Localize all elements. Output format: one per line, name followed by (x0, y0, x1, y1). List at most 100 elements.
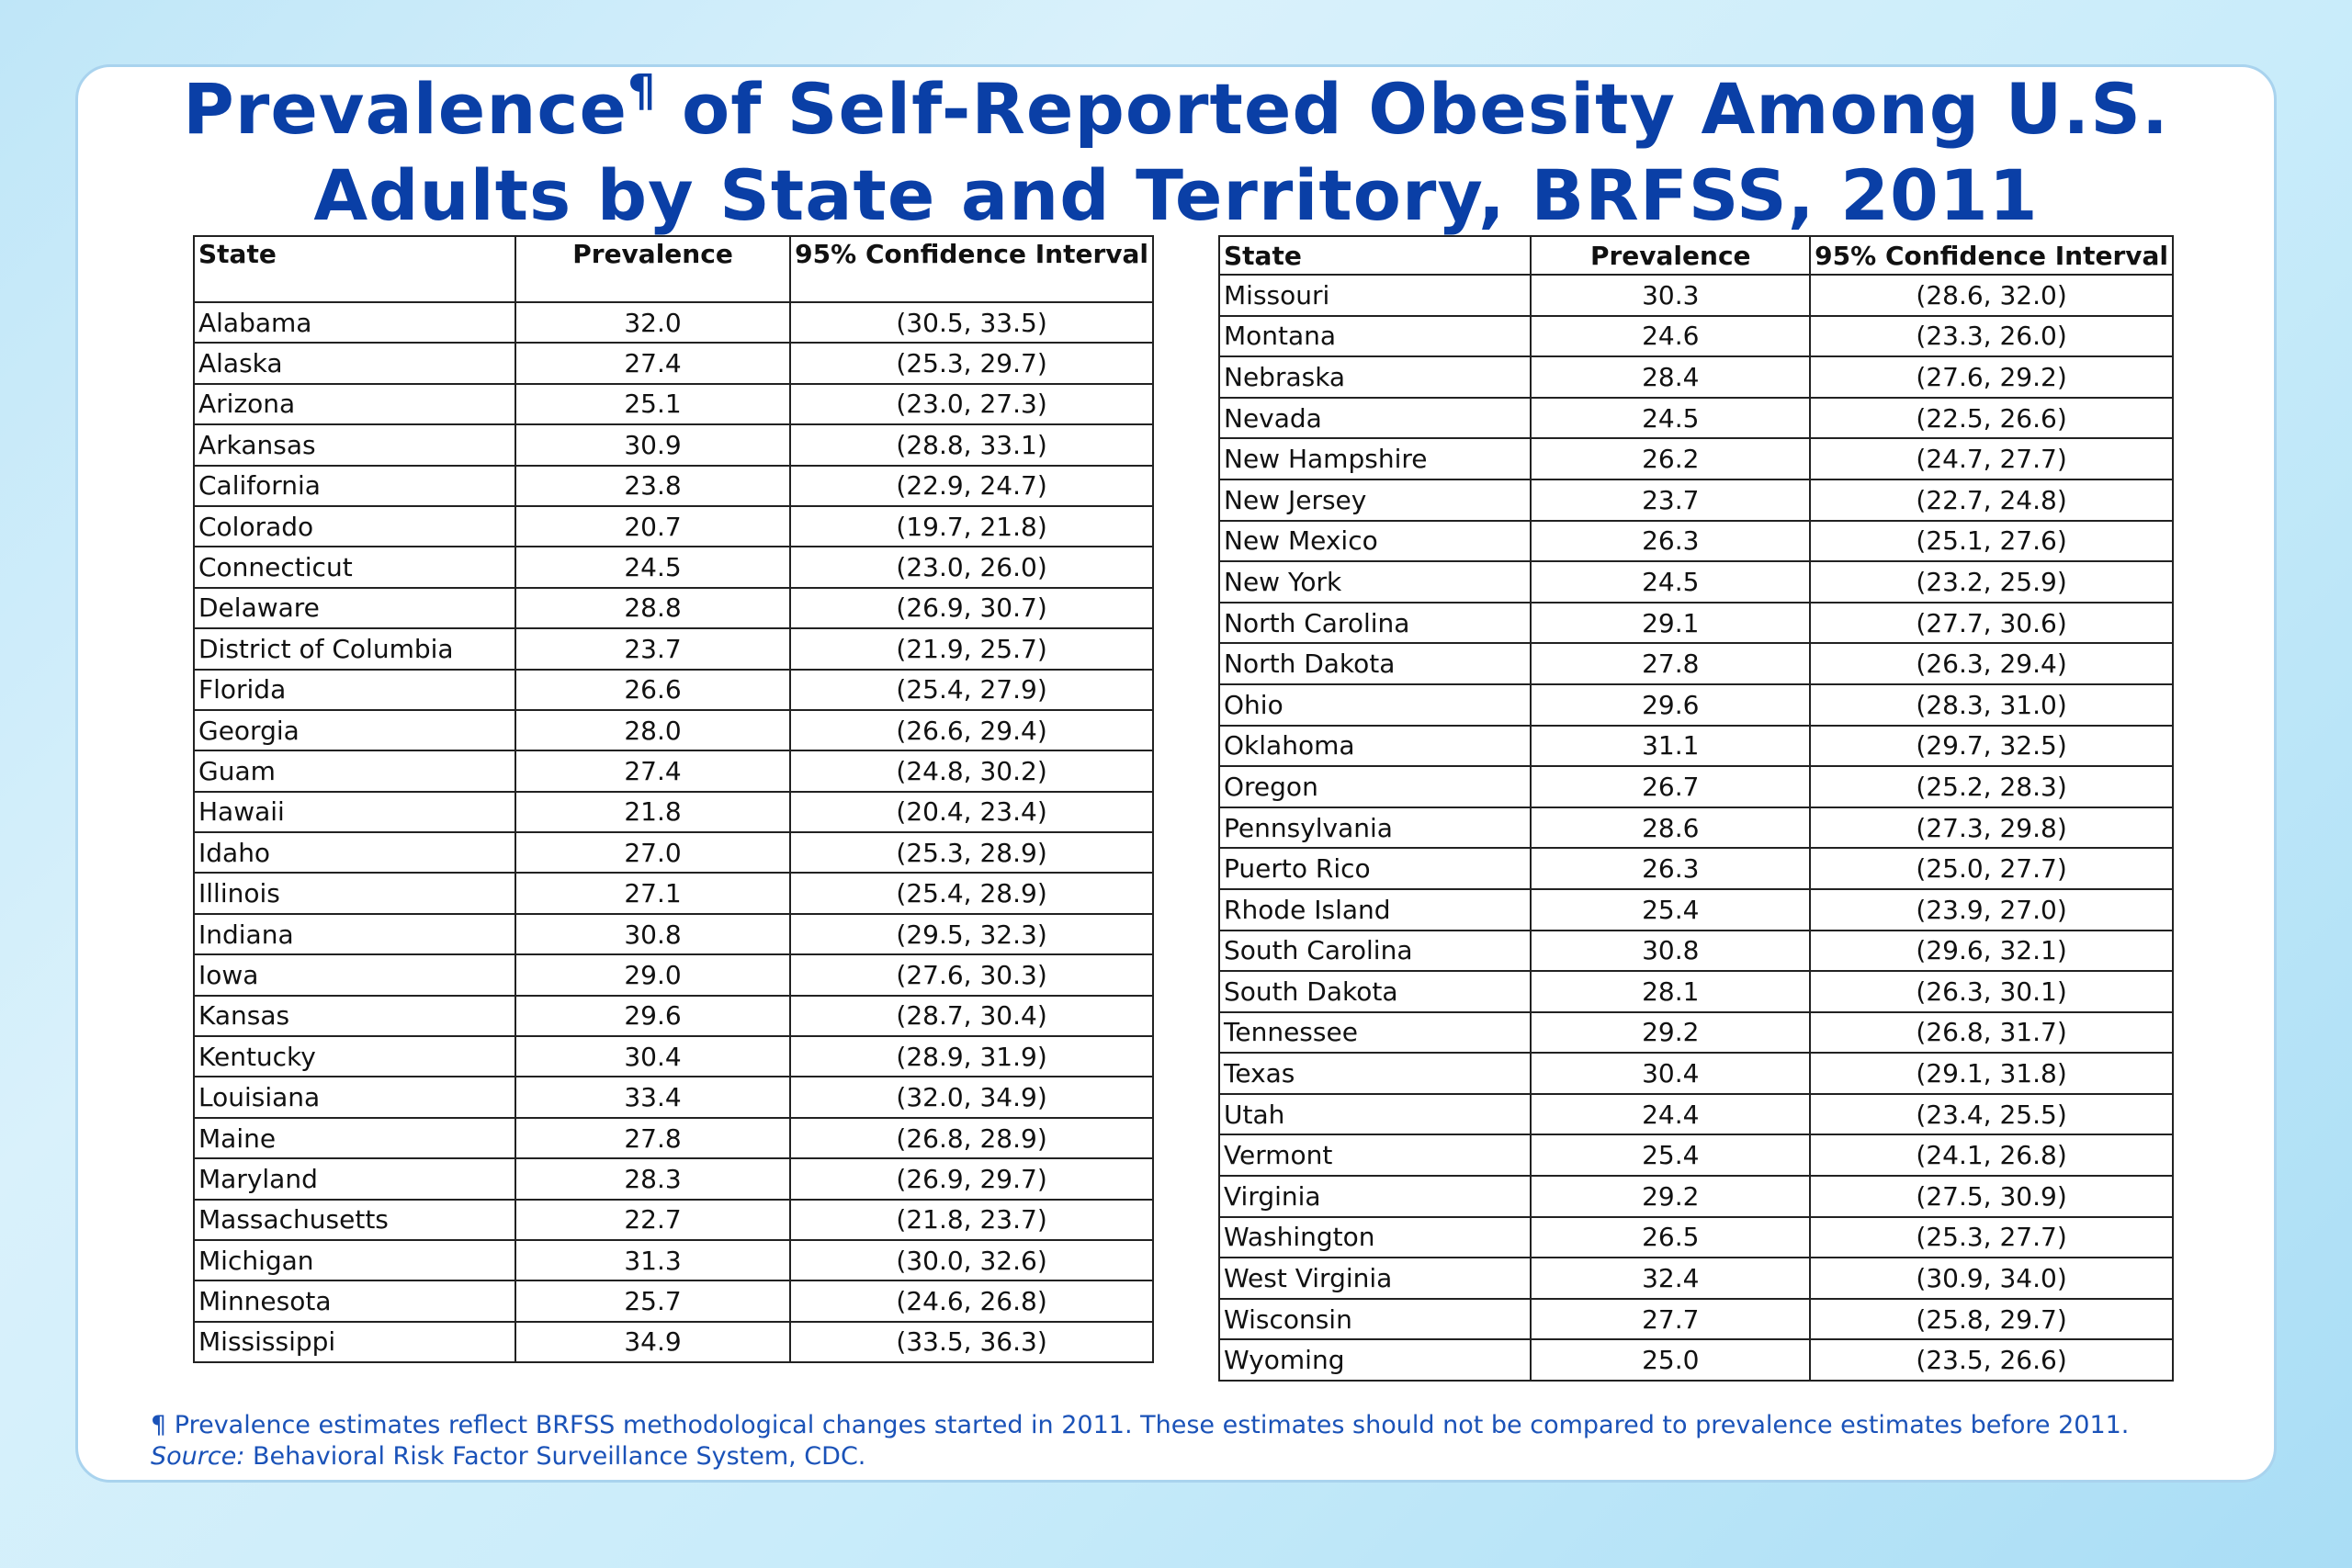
table-row: New Mexico 26.3 (25.1, 27.6) (1217, 519, 2174, 563)
footnote-mark: ¶ (151, 1411, 167, 1439)
ci-cell: (30.9, 34.0) (1809, 1257, 2174, 1300)
state-cell: Nebraska (1217, 355, 1532, 399)
table-row: California 23.8 (22.9, 24.7) (193, 464, 1154, 507)
table-row: Indiana 30.8 (29.5, 32.3) (193, 912, 1154, 956)
prevalence-cell: 22.7 (514, 1198, 792, 1241)
prevalence-cell: 26.5 (1530, 1215, 1812, 1259)
header-confidence-interval: 95% Confidence Interval (789, 235, 1154, 303)
table-row: Washington 26.5 (25.3, 27.7) (1217, 1215, 2174, 1259)
table-row: Montana 24.6 (23.3, 26.0) (1217, 314, 2174, 358)
prevalence-cell: 27.7 (1530, 1297, 1812, 1341)
ci-cell: (26.8, 31.7) (1809, 1010, 2174, 1055)
state-cell: Alaska (193, 342, 516, 385)
ci-cell: (26.9, 30.7) (789, 586, 1154, 630)
state-cell: Washington (1217, 1215, 1532, 1259)
prevalence-cell: 33.4 (514, 1076, 792, 1119)
state-cell: Tennessee (1217, 1010, 1532, 1055)
table-row: Idaho 27.0 (25.3, 28.9) (193, 831, 1154, 874)
ci-cell: (26.6, 29.4) (789, 708, 1154, 752)
header-state: State (1217, 235, 1532, 276)
ci-cell: (26.8, 28.9) (789, 1116, 1154, 1160)
table-row: North Carolina 29.1 (27.7, 30.6) (1217, 601, 2174, 645)
ci-cell: (24.8, 30.2) (789, 750, 1154, 793)
table-row: Michigan 31.3 (30.0, 32.6) (193, 1238, 1154, 1282)
ci-cell: (23.5, 26.6) (1809, 1338, 2174, 1382)
ci-cell: (24.7, 27.7) (1809, 437, 2174, 480)
ci-cell: (28.3, 31.0) (1809, 682, 2174, 727)
ci-cell: (28.9, 31.9) (789, 1035, 1154, 1078)
table-row: Alabama 32.0 (30.5, 33.5) (193, 300, 1154, 344)
prevalence-cell: 30.4 (1530, 1052, 1812, 1095)
ci-cell: (28.7, 30.4) (789, 994, 1154, 1038)
table-row: Florida 26.6 (25.4, 27.9) (193, 668, 1154, 711)
ci-cell: (24.6, 26.8) (789, 1280, 1154, 1323)
prevalence-cell: 23.7 (514, 627, 792, 671)
prevalence-cell: 26.3 (1530, 847, 1812, 890)
table-row: South Dakota 28.1 (26.3, 30.1) (1217, 970, 2174, 1013)
source-label: Source: (151, 1442, 245, 1471)
ci-cell: (32.0, 34.9) (789, 1076, 1154, 1119)
prevalence-cell: 24.6 (1530, 314, 1812, 358)
state-cell: West Virginia (1217, 1257, 1532, 1300)
prevalence-cell: 32.0 (514, 300, 792, 344)
prevalence-cell: 29.6 (1530, 682, 1812, 727)
table-row: Vermont 25.4 (24.1, 26.8) (1217, 1134, 2174, 1178)
state-cell: Wisconsin (1217, 1297, 1532, 1341)
state-cell: New Mexico (1217, 519, 1532, 563)
state-cell: Kentucky (193, 1035, 516, 1078)
state-cell: New Jersey (1217, 478, 1532, 522)
footnote-source: Source: Behavioral Risk Factor Surveilla… (151, 1441, 2291, 1472)
table-row: Connecticut 24.5 (23.0, 26.0) (193, 546, 1154, 589)
state-cell: Arizona (193, 382, 516, 426)
title-pilcrow-mark: ¶ (628, 65, 657, 117)
state-cell: Louisiana (193, 1076, 516, 1119)
state-cell: Oklahoma (1217, 724, 1532, 768)
state-cell: Missouri (1217, 274, 1532, 317)
prevalence-cell: 25.4 (1530, 1134, 1812, 1178)
prevalence-cell: 25.4 (1530, 887, 1812, 931)
ci-cell: (27.6, 29.2) (1809, 355, 2174, 399)
ci-cell: (21.9, 25.7) (789, 627, 1154, 671)
table-row: Illinois 27.1 (25.4, 28.9) (193, 872, 1154, 915)
table-row: Tennessee 29.2 (26.8, 31.7) (1217, 1010, 2174, 1055)
ci-cell: (29.7, 32.5) (1809, 724, 2174, 768)
prevalence-cell: 30.4 (514, 1035, 792, 1078)
state-cell: Montana (1217, 314, 1532, 358)
state-cell: Nevada (1217, 396, 1532, 440)
state-cell: New Hampshire (1217, 437, 1532, 480)
prevalence-cell: 27.4 (514, 342, 792, 385)
prevalence-cell: 28.4 (1530, 355, 1812, 399)
ci-cell: (25.3, 27.7) (1809, 1215, 2174, 1259)
prevalence-cell: 31.1 (1530, 724, 1812, 768)
ci-cell: (22.9, 24.7) (789, 464, 1154, 507)
state-cell: Texas (1217, 1052, 1532, 1095)
state-cell: North Carolina (1217, 601, 1532, 645)
table-row: District of Columbia 23.7 (21.9, 25.7) (193, 627, 1154, 671)
ci-cell: (27.5, 30.9) (1809, 1175, 2174, 1218)
prevalence-cell: 30.9 (514, 423, 792, 467)
prevalence-cell: 26.6 (514, 668, 792, 711)
ci-cell: (26.9, 29.7) (789, 1157, 1154, 1201)
state-cell: South Carolina (1217, 929, 1532, 973)
ci-cell: (25.3, 29.7) (789, 342, 1154, 385)
prevalence-cell: 23.7 (1530, 478, 1812, 522)
prevalence-cell: 24.5 (1530, 560, 1812, 604)
prevalence-cell: 26.3 (1530, 519, 1812, 563)
ci-cell: (24.1, 26.8) (1809, 1134, 2174, 1178)
ci-cell: (25.3, 28.9) (789, 831, 1154, 874)
state-cell: Rhode Island (1217, 887, 1532, 931)
state-cell: Michigan (193, 1238, 516, 1282)
ci-cell: (28.6, 32.0) (1809, 274, 2174, 317)
ci-cell: (26.3, 29.4) (1809, 642, 2174, 685)
footnote: ¶ Prevalence estimates reflect BRFSS met… (151, 1410, 2291, 1472)
ci-cell: (27.7, 30.6) (1809, 601, 2174, 645)
table-row: Alaska 27.4 (25.3, 29.7) (193, 342, 1154, 385)
right-prevalence-table: State Prevalence 95% Confidence Interval… (1217, 235, 2174, 1382)
state-cell: California (193, 464, 516, 507)
state-cell: District of Columbia (193, 627, 516, 671)
state-cell: Oregon (1217, 765, 1532, 808)
ci-cell: (19.7, 21.8) (789, 504, 1154, 548)
ci-cell: (27.6, 30.3) (789, 953, 1154, 997)
state-cell: Indiana (193, 912, 516, 956)
title-line-2: Adults by State and Territory, BRFSS, 20… (313, 154, 2039, 236)
